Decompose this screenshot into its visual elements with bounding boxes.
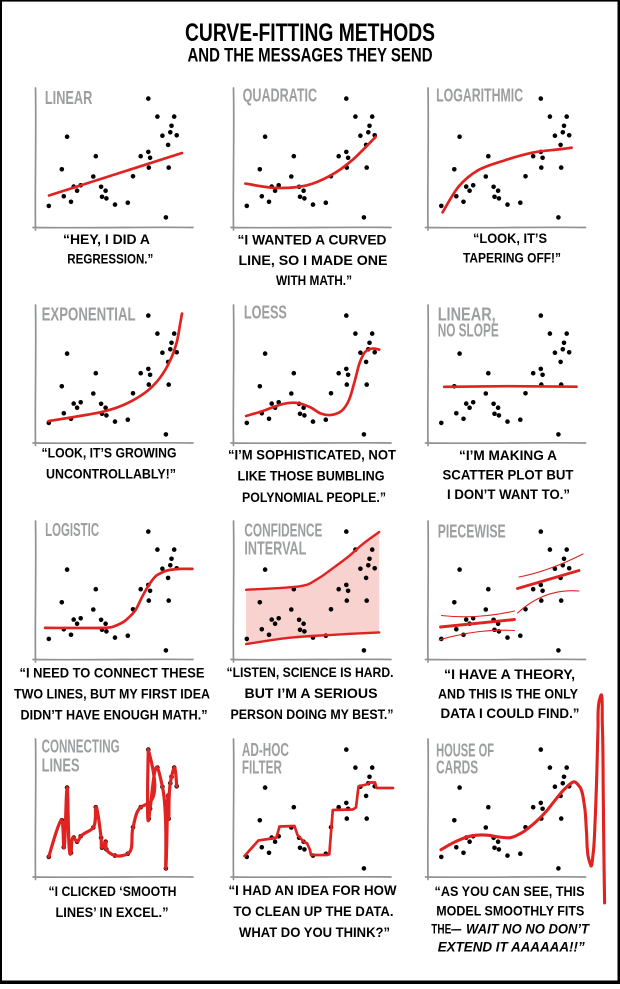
svg-text:DIDN’T HAVE ENOUGH MATH.”: DIDN’T HAVE ENOUGH MATH.” [21,708,208,723]
svg-text:“I’M MAKING A: “I’M MAKING A [459,448,557,463]
svg-text:LOGARITHMIC: LOGARITHMIC [436,86,523,106]
svg-text:“HEY, I DID A: “HEY, I DID A [63,232,150,247]
svg-text:“I HAVE A THEORY,: “I HAVE A THEORY, [444,667,575,682]
svg-text:FILTER: FILTER [242,758,282,778]
svg-text:INTERVAL: INTERVAL [244,538,306,558]
svg-text:CARDS: CARDS [436,758,478,778]
svg-text:TO CLEAN UP THE DATA.: TO CLEAN UP THE DATA. [234,904,394,919]
svg-text:LINEAR: LINEAR [45,88,92,108]
svg-text:AND THIS IS THE ONLY: AND THIS IS THE ONLY [438,687,578,702]
svg-text:LINE, SO I MADE ONE: LINE, SO I MADE ONE [239,253,388,268]
svg-text:REGRESSION.”: REGRESSION.” [67,252,153,267]
svg-text:LIKE THOSE BUMBLING: LIKE THOSE BUMBLING [238,469,385,484]
svg-text:WITH MATH.”: WITH MATH.” [276,273,352,288]
svg-text:“LOOK, IT’S: “LOOK, IT’S [473,231,547,246]
svg-text:BUT I’M A SERIOUS: BUT I’M A SERIOUS [245,686,378,701]
svg-text:UNCONTROLLABLY!”: UNCONTROLLABLY!” [46,467,176,482]
svg-text:I DON’T WANT TO.”: I DON’T WANT TO.” [447,487,570,502]
svg-text:THE—: THE— [431,922,461,937]
svg-text:“I HAD AN IDEA FOR HOW: “I HAD AN IDEA FOR HOW [229,883,397,898]
svg-text:“I’M SOPHISTICATED, NOT: “I’M SOPHISTICATED, NOT [228,448,397,463]
svg-text:SCATTER PLOT BUT: SCATTER PLOT BUT [443,468,575,483]
svg-text:DATA I COULD FIND.”: DATA I COULD FIND.” [441,706,580,721]
svg-text:WAIT NO NO DON’T: WAIT NO NO DON’T [466,922,591,937]
svg-text:“LOOK, IT’S GROWING: “LOOK, IT’S GROWING [42,446,177,461]
svg-text:LOGISTIC: LOGISTIC [45,520,99,540]
svg-text:QUADRATIC: QUADRATIC [243,86,318,106]
svg-text:AND THE MESSAGES THEY SEND: AND THE MESSAGES THEY SEND [188,45,433,67]
svg-text:NO SLOPE: NO SLOPE [438,321,499,341]
svg-text:CURVE-FITTING METHODS: CURVE-FITTING METHODS [185,19,435,47]
svg-text:LOESS: LOESS [244,303,287,323]
svg-text:LINES: LINES [42,756,80,776]
svg-text:WHAT DO YOU THINK?”: WHAT DO YOU THINK?” [239,925,390,940]
svg-text:CONNECTING: CONNECTING [42,737,120,757]
svg-text:LINES’ IN EXCEL.”: LINES’ IN EXCEL.” [56,905,169,920]
svg-text:“I NEED TO CONNECT THESE: “I NEED TO CONNECT THESE [20,666,205,681]
svg-text:EXPONENTIAL: EXPONENTIAL [42,305,136,325]
svg-text:PERSON DOING MY BEST.”: PERSON DOING MY BEST.” [231,707,394,722]
svg-text:TAPERING OFF!”: TAPERING OFF!” [463,251,561,266]
svg-text:MODEL SMOOTHLY FITS: MODEL SMOOTHLY FITS [436,904,584,919]
svg-text:POLYNOMIAL PEOPLE.”: POLYNOMIAL PEOPLE.” [242,490,386,505]
svg-text:“LISTEN, SCIENCE IS HARD.: “LISTEN, SCIENCE IS HARD. [227,665,394,680]
svg-text:PIECEWISE: PIECEWISE [438,521,506,541]
svg-text:“I CLICKED ‘SMOOTH: “I CLICKED ‘SMOOTH [49,884,177,899]
svg-text:“I WANTED A CURVED: “I WANTED A CURVED [238,233,387,248]
svg-text:EXTEND IT AAAAAA!!”: EXTEND IT AAAAAA!!” [438,940,585,955]
svg-text:“AS YOU CAN SEE, THIS: “AS YOU CAN SEE, THIS [435,884,585,899]
svg-text:TWO LINES, BUT MY FIRST IDEA: TWO LINES, BUT MY FIRST IDEA [14,687,210,702]
